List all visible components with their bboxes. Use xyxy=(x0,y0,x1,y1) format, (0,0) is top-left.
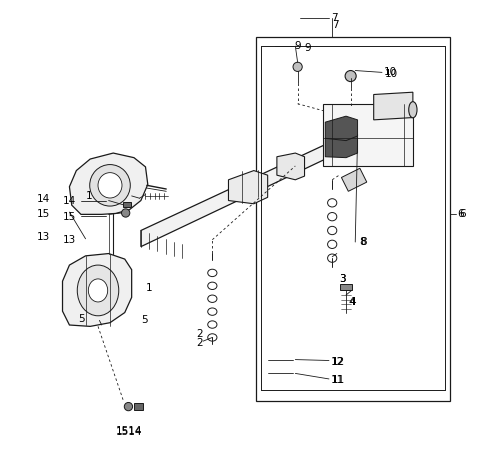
Polygon shape xyxy=(228,171,268,204)
Text: 7: 7 xyxy=(331,13,337,24)
Text: 14: 14 xyxy=(37,194,50,204)
Bar xyxy=(134,403,143,410)
Text: 6: 6 xyxy=(457,209,464,219)
Text: 10: 10 xyxy=(384,67,397,77)
Bar xyxy=(256,37,450,401)
Text: 9: 9 xyxy=(304,43,311,53)
Text: 15: 15 xyxy=(37,209,50,219)
Ellipse shape xyxy=(208,321,217,328)
Text: 9: 9 xyxy=(294,41,301,51)
Ellipse shape xyxy=(98,173,122,198)
Text: 12: 12 xyxy=(332,357,346,367)
Bar xyxy=(340,284,351,290)
Text: 7: 7 xyxy=(332,20,339,30)
Text: 15: 15 xyxy=(62,212,76,222)
Circle shape xyxy=(293,62,302,71)
Polygon shape xyxy=(323,104,413,166)
Polygon shape xyxy=(341,168,367,191)
Text: 1514: 1514 xyxy=(116,426,142,436)
Polygon shape xyxy=(374,92,413,120)
Text: 12: 12 xyxy=(330,357,344,367)
Polygon shape xyxy=(70,153,148,214)
Ellipse shape xyxy=(327,199,337,207)
Ellipse shape xyxy=(77,265,119,316)
Ellipse shape xyxy=(88,279,108,302)
Polygon shape xyxy=(277,153,304,180)
Ellipse shape xyxy=(90,165,130,206)
Ellipse shape xyxy=(208,308,217,315)
Text: 11: 11 xyxy=(330,375,344,385)
Text: 3: 3 xyxy=(339,274,346,284)
Ellipse shape xyxy=(208,282,217,290)
Ellipse shape xyxy=(208,295,217,302)
Text: 1: 1 xyxy=(85,191,92,201)
Polygon shape xyxy=(325,131,358,158)
Text: 10: 10 xyxy=(385,69,398,79)
Ellipse shape xyxy=(409,102,417,118)
Text: 8: 8 xyxy=(359,236,366,247)
Text: 6: 6 xyxy=(459,209,466,219)
Text: 3: 3 xyxy=(339,274,346,284)
Polygon shape xyxy=(62,254,132,326)
Ellipse shape xyxy=(208,334,217,341)
Text: 4: 4 xyxy=(348,297,355,307)
Circle shape xyxy=(345,71,356,82)
Ellipse shape xyxy=(327,240,337,248)
Text: 5: 5 xyxy=(79,314,85,324)
Ellipse shape xyxy=(327,213,337,221)
Ellipse shape xyxy=(327,226,337,235)
Ellipse shape xyxy=(208,269,217,277)
Text: 8: 8 xyxy=(360,237,367,247)
Text: 13: 13 xyxy=(62,235,76,245)
Text: 13: 13 xyxy=(37,232,50,242)
Circle shape xyxy=(121,209,130,217)
Bar xyxy=(123,202,131,207)
Ellipse shape xyxy=(327,254,337,262)
Text: 1514: 1514 xyxy=(116,427,142,437)
Text: 4: 4 xyxy=(350,297,356,307)
Text: 5: 5 xyxy=(141,315,147,325)
Text: 2: 2 xyxy=(196,329,203,339)
Text: 2: 2 xyxy=(196,338,203,349)
Text: 14: 14 xyxy=(62,195,76,206)
Circle shape xyxy=(124,402,132,411)
Polygon shape xyxy=(141,104,413,247)
Text: 1: 1 xyxy=(145,283,152,293)
Polygon shape xyxy=(325,116,358,141)
Text: 11: 11 xyxy=(332,375,346,385)
